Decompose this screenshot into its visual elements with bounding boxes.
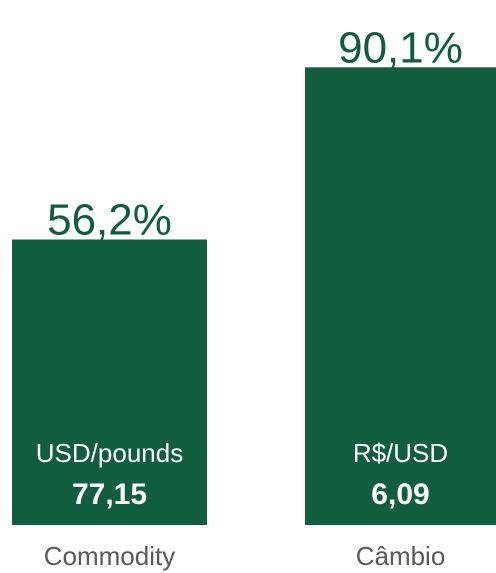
x-tick-label: Câmbio (356, 541, 446, 571)
bar-number-label: 77,15 (72, 478, 147, 511)
bar (305, 67, 496, 526)
value-label: 90,1% (338, 23, 463, 72)
bar (12, 239, 207, 525)
bar-unit-label: R$/USD (353, 438, 448, 468)
bar-unit-label: USD/pounds (36, 438, 183, 468)
x-tick-label: Commodity (44, 541, 175, 571)
bar-number-label: 6,09 (371, 478, 429, 511)
value-label: 56,2% (47, 196, 172, 245)
